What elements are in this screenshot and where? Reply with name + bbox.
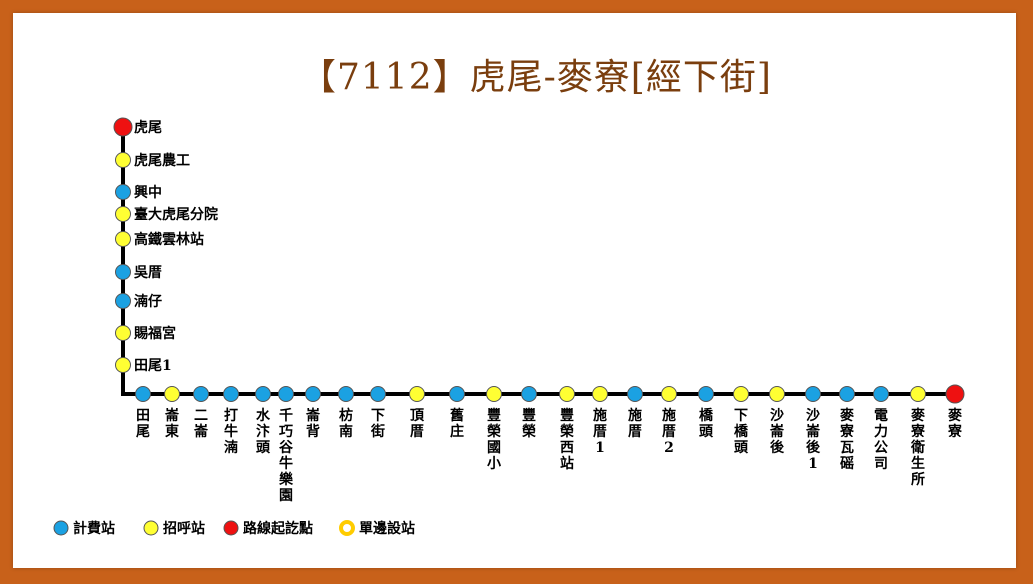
map-frame (13, 13, 1016, 568)
stop-marker-flag (115, 231, 131, 247)
stop-marker-flag (409, 386, 425, 402)
route-path (121, 127, 955, 396)
route-title: 【7112】虎尾-麥寮[經下街] (300, 57, 772, 98)
stop-marker-fare (873, 386, 889, 402)
stop-label: 賜福宮 (134, 325, 176, 342)
stop-marker-terminal (113, 117, 133, 137)
stop-label: 橋頭 (699, 407, 714, 440)
stop-marker-fare (193, 386, 209, 402)
stops-layer (113, 117, 965, 404)
stop-marker-fare (305, 386, 321, 402)
stop-label: 施厝 (628, 407, 642, 440)
stop-label: 施厝 2 (662, 407, 676, 456)
stop-marker-flag (592, 386, 608, 402)
legend-label: 單邊設站 (359, 520, 415, 537)
legend-marker-fare (53, 520, 69, 536)
stop-label: 麥寮衛生所 (910, 407, 926, 488)
stop-marker-flag (486, 386, 502, 402)
stop-marker-flag (733, 386, 749, 402)
stop-label: 電力公司 (874, 407, 888, 472)
stop-marker-fare (627, 386, 643, 402)
stop-label: 麥寮瓦磘 (839, 407, 855, 472)
stop-label: 舊庄 (450, 407, 464, 440)
stop-marker-flag (769, 386, 785, 402)
stop-label: 崙背 (305, 407, 321, 440)
stop-marker-flag (115, 357, 131, 373)
legend-label: 路線起訖點 (243, 520, 313, 537)
stop-label: 麥寮 (947, 407, 963, 440)
stop-marker-fare (278, 386, 294, 402)
stop-label: 水汴頭 (256, 407, 271, 456)
stop-marker-flag (164, 386, 180, 402)
stop-marker-fare (115, 264, 131, 280)
stop-marker-fare (223, 386, 239, 402)
stop-marker-fare (135, 386, 151, 402)
stop-label: 打牛湳 (224, 407, 238, 456)
stop-label: 吳厝 (134, 265, 162, 281)
stop-label: 田尾1 (134, 358, 172, 374)
stop-marker-flag (910, 386, 926, 402)
stop-marker-flag (115, 206, 131, 222)
stop-label: 田尾 (136, 408, 150, 440)
legend-marker-flag (143, 520, 159, 536)
stop-label: 豐榮 (522, 407, 536, 440)
stop-marker-fare (115, 184, 131, 200)
legend-marker-terminal (223, 520, 239, 536)
stop-marker-flag (559, 386, 575, 402)
stop-label: 下橋頭 (734, 408, 749, 456)
stop-label: 下街 (370, 408, 385, 440)
stop-label: 二崙 (193, 408, 209, 440)
stop-label: 虎尾 (134, 119, 162, 136)
stop-label: 枋南 (339, 407, 353, 440)
legend: 計費站 招呼站 路線起訖點 單邊設站 (53, 520, 415, 537)
stop-label: 豐榮西站 (560, 407, 574, 472)
legend-label: 招呼站 (163, 520, 205, 537)
stop-marker-fare (338, 386, 354, 402)
stop-marker-fare (255, 386, 271, 402)
stop-marker-fare (370, 386, 386, 402)
stop-label: 施厝 1 (593, 407, 607, 456)
stop-label: 頂厝 (410, 408, 425, 440)
stop-label: 臺大虎尾分院 (134, 206, 218, 223)
stop-marker-fare (839, 386, 855, 402)
stop-label: 沙崙後 (769, 408, 785, 456)
stop-label: 沙崙後 1 (805, 408, 821, 472)
stop-marker-fare (449, 386, 465, 402)
stop-label: 高鐵雲林站 (134, 231, 204, 248)
stop-label: 千巧谷牛樂園 (278, 407, 294, 504)
legend-label: 計費站 (73, 520, 115, 537)
stop-label: 豐榮國小 (487, 407, 501, 472)
stop-marker-fare (521, 386, 537, 402)
stop-marker-fare (698, 386, 714, 402)
stop-label: 湳仔 (134, 293, 162, 310)
legend-ring-marker (339, 520, 355, 536)
route-line (121, 127, 955, 396)
stop-marker-fare (115, 293, 131, 309)
stop-marker-fare (805, 386, 821, 402)
stop-marker-flag (115, 152, 131, 168)
stop-label: 崙東 (164, 407, 180, 440)
stop-marker-flag (115, 325, 131, 341)
stop-label: 虎尾農工 (134, 152, 190, 169)
stop-marker-flag (661, 386, 677, 402)
stop-marker-terminal (945, 384, 965, 404)
stop-label: 興中 (134, 184, 162, 201)
